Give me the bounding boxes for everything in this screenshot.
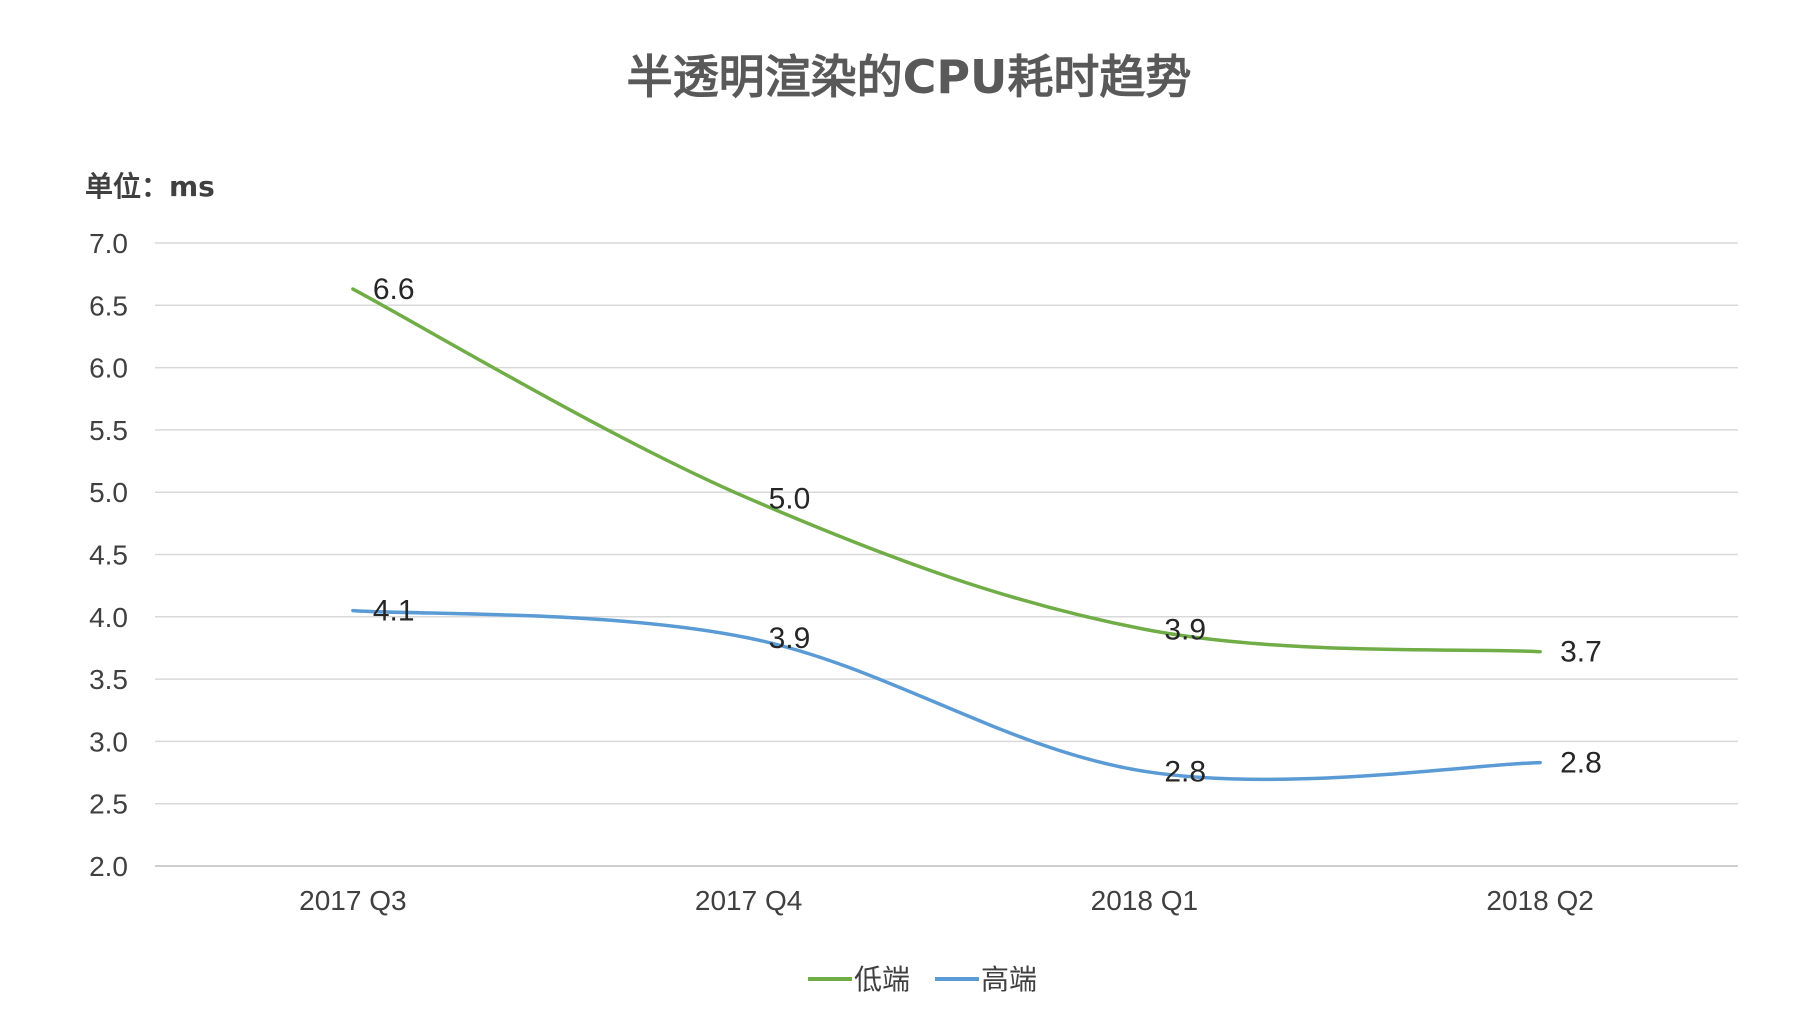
data-label: 3.7: [1560, 636, 1602, 669]
data-label: 2.8: [1164, 755, 1206, 788]
y-tick-label: 2.0: [89, 851, 128, 882]
data-labels: 6.6 5.0 3.9 3.7 4.1 3.9 2.8 2.8: [373, 273, 1602, 788]
y-tick-label: 5.0: [89, 477, 128, 508]
series-line-0: [351, 287, 1542, 654]
y-tick-label: 6.5: [89, 290, 128, 321]
y-tick-label: 4.5: [89, 540, 128, 571]
x-axis-ticks: 2017 Q3 2017 Q4 2018 Q1 2018 Q2: [299, 885, 1594, 916]
legend-label-0: 低端: [854, 963, 910, 996]
x-tick-label: 2018 Q2: [1486, 885, 1593, 916]
y-tick-label: 3.0: [89, 726, 128, 757]
x-tick-label: 2017 Q3: [299, 885, 406, 916]
y-tick-label: 5.5: [89, 415, 128, 446]
y-tick-label: 3.5: [89, 664, 128, 695]
unit-label: 单位：ms: [85, 170, 215, 203]
series-line-1: [351, 608, 1542, 782]
gridlines: [155, 242, 1738, 867]
data-label: 2.8: [1560, 747, 1602, 780]
legend-label-1: 高端: [981, 963, 1037, 996]
chart-title: 半透明渲染的CPU耗时趋势: [627, 50, 1192, 104]
data-label: 6.6: [373, 273, 415, 306]
data-label: 3.9: [1164, 613, 1206, 646]
legend: 低端 高端: [808, 963, 1037, 996]
y-tick-label: 2.5: [89, 789, 128, 820]
series-lines: [351, 287, 1542, 782]
y-tick-label: 6.0: [89, 353, 128, 384]
data-label: 4.1: [373, 595, 415, 628]
data-label: 5.0: [769, 482, 811, 515]
data-label: 3.9: [769, 622, 811, 655]
y-axis-ticks: 2.0 2.5 3.0 3.5 4.0 4.5 5.0 5.5 6.0 6.5 7.0: [89, 228, 128, 882]
x-tick-label: 2017 Q4: [695, 885, 802, 916]
x-tick-label: 2018 Q1: [1091, 885, 1198, 916]
y-tick-label: 7.0: [89, 228, 128, 259]
y-tick-label: 4.0: [89, 602, 128, 633]
